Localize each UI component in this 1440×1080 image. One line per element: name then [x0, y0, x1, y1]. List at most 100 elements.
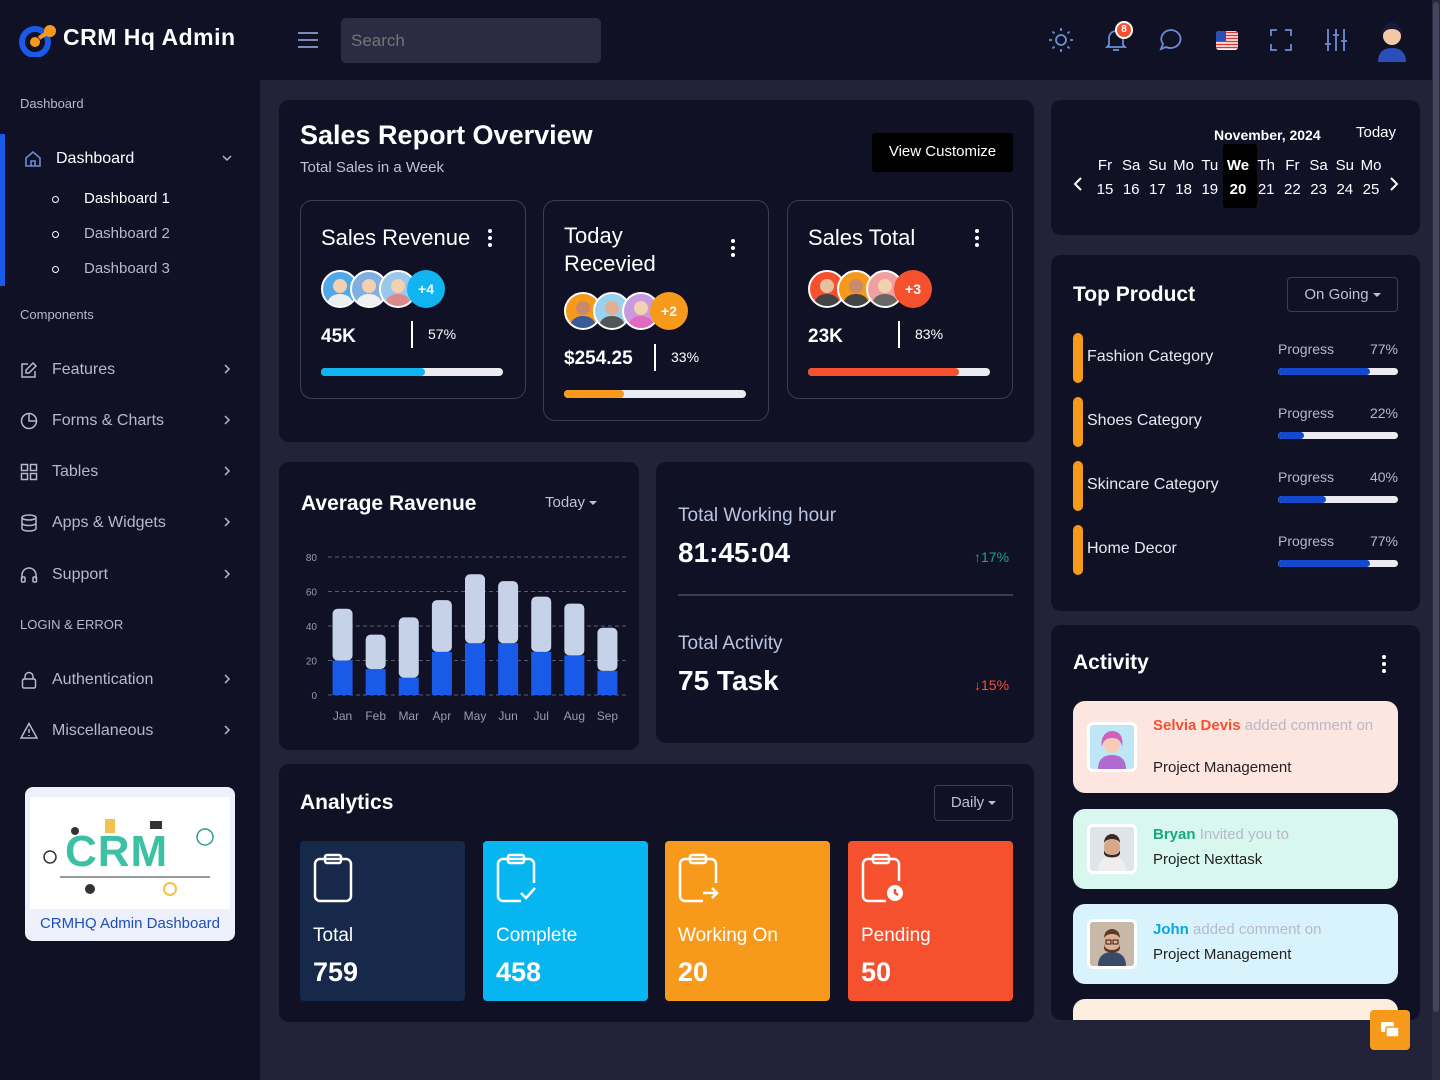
sidebar-item-dashboard[interactable]: Dashboard	[24, 146, 244, 176]
analytics-title: Analytics	[300, 791, 394, 814]
bar-segment[interactable]	[564, 655, 585, 695]
calendar-day[interactable]: Mo 18	[1171, 154, 1197, 202]
more-options-icon[interactable]	[487, 229, 493, 247]
menu-toggle-icon[interactable]	[298, 31, 318, 49]
accent-bar	[1073, 461, 1083, 511]
more-options-icon[interactable]	[974, 229, 980, 247]
day-number: 21	[1257, 181, 1275, 198]
activity-item[interactable]: Bryan Invited you to Project Nexttask	[1073, 809, 1398, 889]
bar-segment[interactable]	[531, 596, 552, 652]
total-activity-label: Total Activity	[678, 633, 783, 654]
calendar-day[interactable]: Mo 25	[1358, 154, 1384, 202]
floating-chat-button[interactable]	[1370, 1010, 1410, 1050]
weekday-label: We	[1226, 157, 1250, 174]
bar-segment[interactable]	[597, 670, 618, 695]
calendar-day[interactable]: Sa 23	[1306, 154, 1332, 202]
bar-segment[interactable]	[332, 660, 353, 696]
calendar-day[interactable]: Su 17	[1144, 154, 1170, 202]
app-title[interactable]: CRM Hq Admin	[63, 24, 236, 50]
sidebar-item-features[interactable]: Features	[20, 357, 240, 387]
status-dropdown[interactable]: On Going	[1287, 277, 1398, 312]
weekday-label: Th	[1257, 157, 1275, 174]
activity-target[interactable]: Project Management	[1153, 946, 1292, 963]
sidebar-item-miscellaneous[interactable]: Miscellaneous	[20, 718, 240, 748]
bar-segment[interactable]	[498, 643, 519, 695]
us-flag-icon[interactable]	[1216, 31, 1238, 50]
bar-segment[interactable]	[465, 574, 485, 644]
sidebar-item-forms-charts[interactable]: Forms & Charts	[20, 408, 240, 438]
bar-segment[interactable]	[398, 617, 419, 678]
calendar-day[interactable]: Su 24	[1332, 154, 1358, 202]
calendar-day[interactable]: Tu 19	[1197, 154, 1223, 202]
calendar-day[interactable]: Th 21	[1253, 154, 1279, 202]
bar-segment[interactable]	[531, 651, 552, 695]
working-hour-value: 81:45:04	[678, 537, 791, 568]
period-dropdown[interactable]: Today	[545, 494, 598, 511]
calendar-day[interactable]: Fr 15	[1092, 154, 1118, 202]
bar-segment[interactable]	[498, 581, 519, 644]
activity-user[interactable]: John	[1153, 921, 1189, 938]
activity-item[interactable]: John added comment on Project Management	[1073, 904, 1398, 984]
day-number: 22	[1284, 181, 1301, 198]
product-row[interactable]: Home Decor Progress 77%	[1073, 525, 1398, 575]
bar-segment[interactable]	[431, 651, 452, 695]
analytics-tile-pending[interactable]: Pending 50	[848, 841, 1013, 1001]
calendar-card: November, 2024 Today Fr 15 Sa 16 Su 17 Mo 18 Tu 1…	[1051, 100, 1420, 235]
user-avatar[interactable]	[1376, 20, 1408, 62]
activity-user[interactable]: Selvia Devis	[1153, 717, 1241, 734]
bar-segment[interactable]	[597, 627, 618, 671]
sidebar-item-apps-widgets[interactable]: Apps & Widgets	[20, 510, 240, 540]
theme-sun-icon[interactable]	[1048, 27, 1074, 53]
analytics-tile-total[interactable]: Total 759	[300, 841, 465, 1001]
bar-segment[interactable]	[332, 608, 353, 661]
more-avatars-badge[interactable]: +3	[894, 270, 932, 308]
product-row[interactable]: Fashion Category Progress 77%	[1073, 333, 1398, 383]
sidebar-item-tables[interactable]: Tables	[20, 459, 240, 489]
bar-segment[interactable]	[564, 603, 585, 656]
scrollbar-thumb[interactable]	[1433, 2, 1439, 1012]
progress-label: Progress	[1278, 469, 1335, 485]
promo-card[interactable]: CRM CRMHQ Admin Dashboard	[25, 787, 235, 941]
page-scrollbar[interactable]	[1432, 0, 1440, 1080]
activity-title: Activity	[1073, 651, 1149, 674]
more-options-icon[interactable]	[1381, 655, 1387, 673]
activity-target[interactable]: Project Nexttask	[1153, 851, 1263, 868]
analytics-tile-working-on[interactable]: Working On 20	[665, 841, 830, 1001]
search-input[interactable]	[341, 18, 601, 63]
bar-segment[interactable]	[431, 600, 452, 652]
view-customize-button[interactable]: View Customize	[872, 133, 1013, 172]
calendar-day[interactable]: Sa 16	[1118, 154, 1144, 202]
tile-label: Total	[313, 925, 354, 946]
chat-icon[interactable]	[1158, 27, 1184, 53]
sidebar-item-authentication[interactable]: Authentication	[20, 667, 240, 697]
promo-title[interactable]: CRMHQ Admin Dashboard	[39, 915, 221, 932]
product-row[interactable]: Skincare Category Progress 40%	[1073, 461, 1398, 511]
calendar-day[interactable]: We 20	[1225, 154, 1251, 202]
analytics-tile-complete[interactable]: Complete 458	[483, 841, 648, 1001]
sidebar-item-support[interactable]: Support	[20, 562, 240, 592]
bar-segment[interactable]	[365, 634, 386, 670]
chevron-right-icon	[222, 466, 232, 476]
working-hour-label: Total Working hour	[678, 505, 837, 526]
calendar-next-icon[interactable]	[1389, 177, 1399, 191]
calendar-day[interactable]: Fr 22	[1279, 154, 1305, 202]
more-options-icon[interactable]	[730, 239, 736, 257]
bullet-icon	[52, 266, 59, 273]
chevron-right-icon	[222, 674, 232, 684]
database-icon	[20, 514, 38, 532]
bar-segment[interactable]	[465, 643, 485, 695]
total-activity-change: ↓15%	[974, 677, 1010, 693]
activity-target[interactable]: Project Management	[1153, 759, 1292, 776]
settings-sliders-icon[interactable]	[1323, 27, 1349, 53]
more-avatars-badge[interactable]: +4	[407, 270, 445, 308]
calendar-prev-icon[interactable]	[1073, 177, 1083, 191]
bar-segment[interactable]	[365, 669, 386, 695]
bar-segment[interactable]	[398, 677, 419, 695]
fullscreen-icon[interactable]	[1268, 27, 1294, 53]
period-dropdown[interactable]: Daily	[934, 785, 1013, 821]
product-row[interactable]: Shoes Category Progress 22%	[1073, 397, 1398, 447]
more-avatars-badge[interactable]: +2	[650, 292, 688, 330]
activity-user[interactable]: Bryan	[1153, 826, 1196, 843]
today-button[interactable]: Today	[1356, 124, 1397, 141]
activity-item[interactable]: Selvia Devis added comment on Project Ma…	[1073, 701, 1398, 793]
